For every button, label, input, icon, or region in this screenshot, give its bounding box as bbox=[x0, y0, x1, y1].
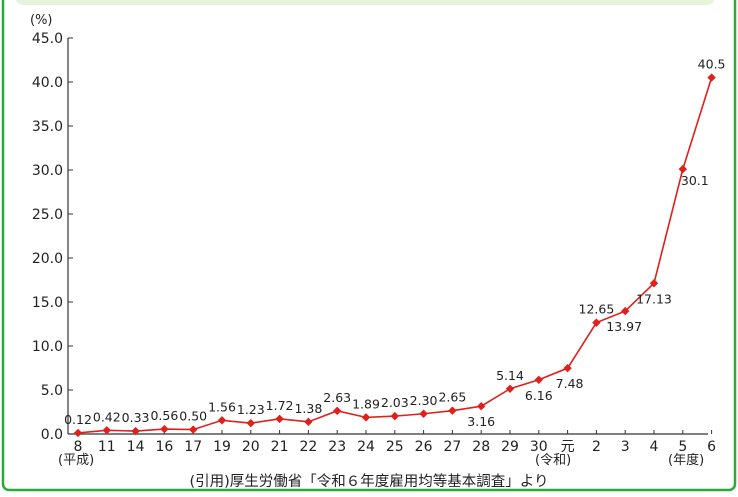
data-point bbox=[160, 424, 169, 434]
data-label: 1.56 bbox=[208, 399, 236, 414]
data-point bbox=[217, 416, 227, 425]
data-point bbox=[102, 426, 111, 435]
data-point bbox=[649, 279, 659, 288]
y-tick-label: 35.0 bbox=[32, 119, 63, 135]
data-label: 17.13 bbox=[636, 291, 672, 306]
data-label: 2.65 bbox=[438, 390, 466, 405]
x-tick-label: 20 bbox=[242, 439, 260, 455]
data-label: 1.89 bbox=[352, 396, 380, 411]
data-label: 0.42 bbox=[93, 409, 121, 424]
x-tick-label: 22 bbox=[299, 439, 317, 455]
data-point bbox=[592, 318, 601, 327]
data-point bbox=[621, 306, 630, 316]
data-point bbox=[390, 411, 399, 421]
x-tick-label: 24 bbox=[357, 439, 375, 455]
data-label: 0.33 bbox=[122, 410, 150, 425]
y-tick-label: 40.0 bbox=[32, 75, 63, 91]
x-tick-label: 8 bbox=[74, 439, 83, 455]
data-label: 7.48 bbox=[556, 376, 584, 391]
x-tick-label: 2 bbox=[592, 439, 601, 455]
data-point bbox=[275, 414, 284, 424]
x-tick-label: 29 bbox=[501, 439, 519, 455]
data-label: 2.30 bbox=[410, 393, 438, 408]
data-label: 0.50 bbox=[179, 409, 207, 424]
x-tick-label: 6 bbox=[707, 439, 716, 455]
data-point bbox=[131, 426, 140, 436]
y-tick-label: 25.0 bbox=[32, 207, 63, 223]
value-labels: 0.12 0.42 0.33 0.56 0.501.56 1.23 1.72 1.382.63… bbox=[64, 57, 725, 430]
x-tick-label: 28 bbox=[472, 439, 490, 455]
y-tick-label: 20.0 bbox=[32, 251, 63, 267]
data-point bbox=[505, 384, 515, 393]
data-label: 2.03 bbox=[381, 395, 409, 410]
data-label: 3.16 bbox=[467, 414, 495, 429]
x-tick-label: 17 bbox=[184, 439, 202, 455]
data-label: 5.14 bbox=[496, 368, 524, 383]
data-point bbox=[678, 164, 687, 174]
data-label: 0.56 bbox=[150, 408, 178, 423]
y-tick-label: 0.0 bbox=[41, 427, 63, 443]
data-point bbox=[189, 425, 198, 434]
y-tick-label: 30.0 bbox=[32, 163, 63, 179]
data-point bbox=[477, 401, 486, 411]
x-tick-label: 14 bbox=[127, 439, 145, 455]
data-point bbox=[333, 406, 342, 416]
data-point bbox=[707, 73, 716, 82]
x-tick-label: 27 bbox=[443, 439, 461, 455]
data-point bbox=[73, 428, 83, 438]
data-label: 1.38 bbox=[294, 401, 322, 416]
data-point bbox=[448, 406, 457, 415]
data-point bbox=[246, 418, 255, 428]
y-tick-label: 45.0 bbox=[32, 31, 63, 47]
era-label-reiwa: (令和) bbox=[535, 453, 571, 468]
data-label: 13.97 bbox=[606, 319, 642, 334]
data-label: 1.72 bbox=[266, 398, 294, 413]
x-tick-label: 23 bbox=[328, 439, 346, 455]
y-tick-label: 15.0 bbox=[32, 295, 63, 311]
x-tick-label: 30 bbox=[530, 439, 548, 455]
x-tick-label: 3 bbox=[621, 439, 630, 455]
data-label: 0.12 bbox=[64, 412, 92, 427]
data-point bbox=[534, 375, 543, 384]
x-tick-label: 5 bbox=[678, 439, 687, 455]
data-label: 6.16 bbox=[525, 388, 553, 403]
data-label: 30.1 bbox=[681, 173, 709, 188]
x-tick-label: 11 bbox=[98, 439, 116, 455]
data-label: 2.63 bbox=[323, 390, 351, 405]
data-point bbox=[304, 417, 313, 427]
y-tick-label: 5.0 bbox=[41, 383, 63, 399]
markers bbox=[73, 73, 716, 438]
year-unit-label: (年度) bbox=[668, 452, 704, 468]
y-ticks: 0.0 5.0 10.0 15.0 20.0 25.0 30.0 35.0 40.0 45.0 bbox=[32, 31, 73, 443]
data-label: 1.23 bbox=[237, 402, 265, 417]
x-tick-label: 21 bbox=[271, 439, 289, 455]
x-ticks: 8 11 14 16 17 19 20 21 22 23 24 25 26 27 28 29 30 元 2 3 4 5 6 bbox=[74, 430, 716, 455]
x-tick-label: 19 bbox=[213, 439, 231, 455]
y-unit-label: (%) bbox=[30, 13, 53, 28]
x-tick-label: 26 bbox=[415, 439, 433, 455]
top-banner bbox=[15, 0, 715, 5]
x-tick-label: 25 bbox=[386, 439, 404, 455]
data-point bbox=[361, 413, 371, 422]
x-tick-label: 16 bbox=[155, 439, 173, 455]
data-point bbox=[563, 363, 572, 373]
source-note: (引用)厚生労働省「令和６年度雇用均等基本調査」より bbox=[189, 472, 548, 490]
era-label-heisei: (平成) bbox=[58, 453, 94, 468]
y-tick-label: 10.0 bbox=[32, 339, 63, 355]
x-tick-label: 4 bbox=[650, 439, 659, 455]
data-label: 12.65 bbox=[579, 302, 615, 317]
x-tick-label: 元 bbox=[561, 439, 575, 455]
data-label: 40.5 bbox=[698, 57, 726, 72]
data-point bbox=[419, 409, 428, 418]
